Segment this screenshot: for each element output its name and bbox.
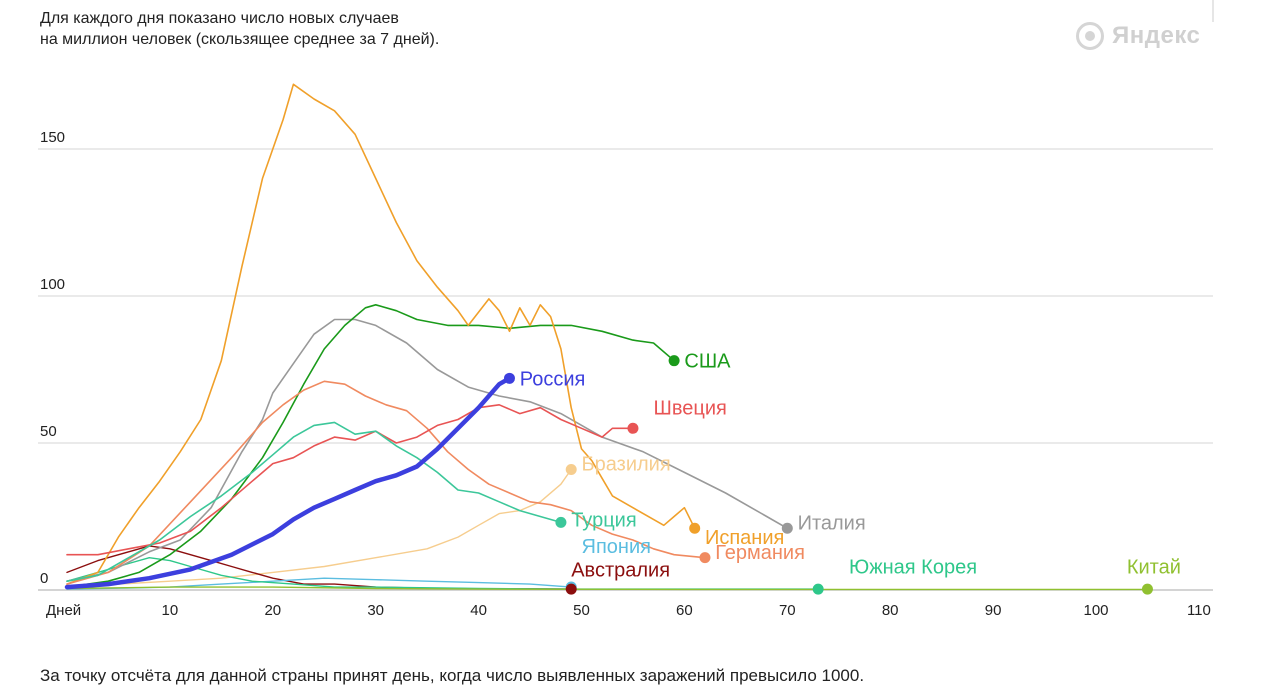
series-endpoint bbox=[565, 463, 577, 475]
series-line bbox=[66, 421, 562, 582]
x-tick-label: 80 bbox=[882, 602, 899, 619]
series-label: Италия bbox=[798, 512, 866, 534]
subtitle-line-1: Для каждого дня показано число новых слу… bbox=[40, 10, 399, 27]
series-endpoint bbox=[689, 522, 701, 534]
series-line bbox=[66, 404, 634, 556]
series-label: Испания bbox=[705, 527, 784, 549]
series-endpoint bbox=[565, 583, 577, 595]
series-label: Турция bbox=[571, 509, 636, 531]
series-label: Бразилия bbox=[582, 454, 671, 476]
x-tick-label: 30 bbox=[367, 602, 384, 619]
series-endpoints bbox=[503, 355, 1153, 595]
subtitle-line-2: на миллион человек (скользящее среднее з… bbox=[40, 31, 440, 48]
series-line bbox=[66, 380, 706, 585]
y-tick-label: 100 bbox=[40, 276, 65, 293]
divider bbox=[1212, 0, 1214, 22]
series-endpoint bbox=[699, 552, 711, 564]
series-line bbox=[64, 376, 512, 590]
x-tick-label: 10 bbox=[162, 602, 179, 619]
x-tick-label: 70 bbox=[779, 602, 796, 619]
x-tick-label: 20 bbox=[264, 602, 281, 619]
series-label: Китай bbox=[1127, 556, 1181, 578]
x-tick-label: 40 bbox=[470, 602, 487, 619]
x-tick-label: 100 bbox=[1083, 602, 1108, 619]
yandex-logo-text: Яндекс bbox=[1112, 22, 1201, 49]
chart-subtitle: Для каждого дня показано число новых слу… bbox=[40, 8, 560, 50]
footnote: За точку отсчёта для данной страны приня… bbox=[40, 666, 865, 685]
series-lines bbox=[64, 83, 1149, 591]
series-label: США bbox=[684, 351, 731, 373]
x-axis-ticks: 10 20 30 40 50 60 70 80 90 100 110 bbox=[162, 602, 1211, 619]
series-labels: США Россия Швеция Бразилия Турция Италия Испан… bbox=[520, 351, 1181, 582]
x-axis-label: Дней bbox=[46, 602, 81, 619]
series-endpoint bbox=[668, 355, 680, 367]
series-label: Австралия bbox=[571, 559, 670, 581]
series-label: Германия bbox=[715, 542, 805, 564]
series-endpoint bbox=[503, 372, 515, 384]
y-tick-label: 0 bbox=[40, 570, 48, 587]
x-tick-label: 50 bbox=[573, 602, 590, 619]
yandex-logo-icon bbox=[1076, 22, 1104, 50]
series-line bbox=[66, 468, 572, 588]
series-label: Япония bbox=[582, 536, 651, 558]
series-label: Швеция bbox=[654, 398, 727, 420]
x-tick-label: 90 bbox=[985, 602, 1002, 619]
x-tick-label: 60 bbox=[676, 602, 693, 619]
y-axis-ticks: 0 50 100 150 bbox=[40, 129, 65, 587]
series-line bbox=[66, 83, 696, 585]
y-tick-label: 150 bbox=[40, 129, 65, 146]
series-endpoint bbox=[812, 583, 824, 595]
yandex-logo: Яндекс bbox=[1076, 20, 1200, 52]
series-endpoint bbox=[781, 522, 793, 534]
series-line bbox=[66, 304, 675, 588]
series-endpoint bbox=[627, 422, 639, 434]
series-line bbox=[66, 318, 789, 582]
series-endpoint bbox=[555, 516, 567, 528]
series-line bbox=[66, 586, 1149, 591]
series-label: Россия bbox=[520, 368, 586, 390]
x-tick-label: 110 bbox=[1187, 602, 1211, 619]
y-tick-label: 50 bbox=[40, 423, 57, 440]
series-label: Южная Корея bbox=[849, 556, 977, 578]
series-endpoint bbox=[1141, 583, 1153, 595]
